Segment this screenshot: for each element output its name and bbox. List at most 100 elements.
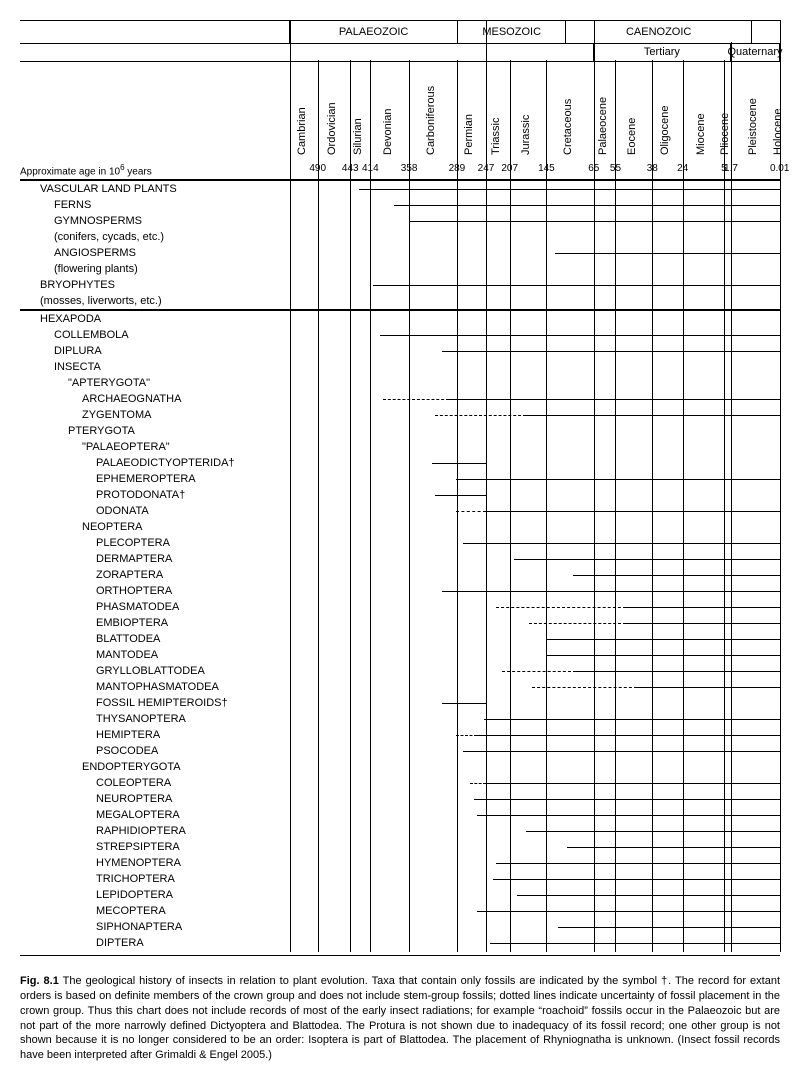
range-line [555, 253, 780, 254]
taxa-row: THYSANOPTERA [20, 711, 780, 727]
era-cell: MESOZOIC [458, 21, 566, 43]
period-label: Permian [463, 114, 475, 155]
taxa-label: ZORAPTERA [96, 567, 163, 583]
grid-vline [683, 60, 684, 952]
range-line [442, 591, 780, 592]
grid-vline [457, 60, 458, 952]
era-row: PALAEOZOICMESOZOICCAENOZOIC [20, 21, 780, 44]
grid-vline [724, 60, 725, 952]
taxa-row: GRYLLOBLATTODEA [20, 663, 780, 679]
taxa-row: SIPHONAPTERA [20, 919, 780, 935]
taxa-label: (conifers, cycads, etc.) [54, 229, 164, 245]
taxa-label: GRYLLOBLATTODEA [96, 663, 205, 679]
period-label: Devonian [382, 109, 394, 155]
taxa-row: (mosses, liverworts, etc.) [20, 293, 780, 309]
taxa-label: PROTODONATA† [96, 487, 185, 503]
taxa-row: DIPTERA [20, 935, 780, 951]
period-label: Ordovician [326, 102, 338, 155]
taxa-label: NEUROPTERA [96, 791, 172, 807]
range-line [477, 735, 780, 736]
range-line [567, 847, 780, 848]
taxa-label: ODONATA [96, 503, 149, 519]
range-uncertain [383, 399, 449, 400]
range-uncertain [456, 735, 477, 736]
range-line [573, 575, 780, 576]
taxa-label: PHASMATODEA [96, 599, 179, 615]
range-line [373, 285, 780, 286]
taxa-label: BRYOPHYTES [40, 277, 115, 293]
taxa-row: RAPHIDIOPTERA [20, 823, 780, 839]
range-line [626, 623, 780, 624]
taxa-label: HEMIPTERA [96, 727, 160, 743]
range-line [477, 815, 780, 816]
taxa-row: DIPLURA [20, 343, 780, 359]
taxa-row: GYMNOSPERMS [20, 213, 780, 229]
grid-vline [350, 60, 351, 952]
taxa-label: "PALAEOPTERA" [82, 439, 170, 455]
taxa-label: STREPSIPTERA [96, 839, 180, 855]
taxa-row: ZORAPTERA [20, 567, 780, 583]
taxa-label: THYSANOPTERA [96, 711, 186, 727]
taxa-row: FERNS [20, 197, 780, 213]
taxa-row: (conifers, cycads, etc.) [20, 229, 780, 245]
taxa-row: NEUROPTERA [20, 791, 780, 807]
taxa-row: MANTOPHASMATODEA [20, 679, 780, 695]
taxa-label: ENDOPTERYGOTA [82, 759, 181, 775]
taxa-label: EMBIOPTERA [96, 615, 168, 631]
taxa-row: HYMENOPTERA [20, 855, 780, 871]
range-uncertain [456, 511, 486, 512]
taxa-row: PALAEODICTYOPTERIDA† [20, 455, 780, 471]
taxa-label: DIPLURA [54, 343, 102, 359]
period-label: Cambrian [296, 107, 308, 155]
grid-vline [486, 60, 487, 952]
taxa-row: INSECTA [20, 359, 780, 375]
taxa-label: COLEOPTERA [96, 775, 171, 791]
period-label: Pliocene [719, 113, 731, 155]
figure-caption: Fig. 8.1 The geological history of insec… [20, 974, 780, 1063]
range-line [514, 559, 780, 560]
taxa-label: HYMENOPTERA [96, 855, 181, 871]
taxa-label: ANGIOSPERMS [54, 245, 136, 261]
bottom-rule [20, 955, 780, 956]
taxa-label: NEOPTERA [82, 519, 143, 535]
taxa-label: TRICHOPTERA [96, 871, 175, 887]
taxa-row: EMBIOPTERA [20, 615, 780, 631]
period-label: Carboniferous [425, 86, 437, 155]
grid-vline [615, 60, 616, 952]
range-uncertain [502, 671, 576, 672]
grid-vline [780, 20, 781, 952]
geological-chart: PALAEOZOICMESOZOICCAENOZOIC TertiaryQuat… [20, 20, 780, 956]
taxa-row: PROTODONATA† [20, 487, 780, 503]
range-line [486, 511, 780, 512]
caption-text: The geological history of insects in rel… [20, 975, 780, 1061]
taxa-row: MANTODEA [20, 647, 780, 663]
taxa-row: "APTERYGOTA" [20, 375, 780, 391]
taxa-label: DIPTERA [96, 935, 144, 951]
period-label: Jurassic [520, 115, 532, 155]
taxa-row: COLLEMBOLA [20, 327, 780, 343]
taxa-label: PALAEODICTYOPTERIDA† [96, 455, 235, 471]
taxa-label: INSECTA [54, 359, 101, 375]
subdivision-cell: Tertiary [594, 43, 731, 61]
period-label: Holocene [772, 109, 784, 155]
grid-vline [594, 60, 595, 952]
taxa-block: HEXAPODACOLLEMBOLADIPLURAINSECTA"APTERYG… [20, 309, 780, 951]
period-label: Silurian [352, 118, 364, 155]
taxa-label: EPHEMEROPTERA [96, 471, 196, 487]
taxa-label: BLATTODEA [96, 631, 160, 647]
grid-vline [370, 60, 371, 952]
taxa-label: RAPHIDIOPTERA [96, 823, 186, 839]
taxa-label: COLLEMBOLA [54, 327, 129, 343]
range-line [474, 799, 780, 800]
range-line [546, 655, 780, 656]
range-line [626, 607, 780, 608]
taxa-label: ZYGENTOMA [82, 407, 151, 423]
taxa-label: (mosses, liverworts, etc.) [40, 293, 162, 309]
period-label: Cretaceous [562, 99, 574, 155]
grid-vline [731, 60, 732, 952]
taxa-row: ANGIOSPERMS [20, 245, 780, 261]
taxa-label: DERMAPTERA [96, 551, 172, 567]
taxa-label: MANTOPHASMATODEA [96, 679, 219, 695]
taxa-row: NEOPTERA [20, 519, 780, 535]
taxa-label: SIPHONAPTERA [96, 919, 182, 935]
